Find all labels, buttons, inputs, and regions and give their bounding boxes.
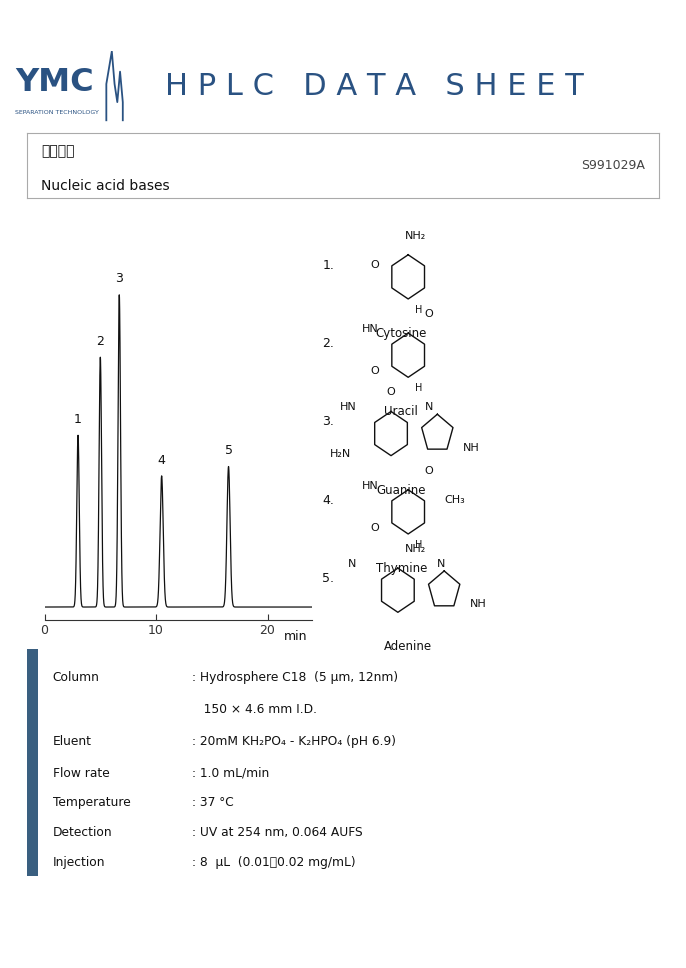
Text: : 37 °C: : 37 °C [191, 797, 233, 809]
Text: H₂N: H₂N [331, 448, 351, 459]
Text: HN: HN [362, 324, 379, 334]
Text: SEPARATION TECHNOLOGY: SEPARATION TECHNOLOGY [15, 110, 99, 115]
Text: Injection: Injection [53, 856, 105, 868]
Text: NH: NH [463, 442, 480, 453]
Bar [27, 649, 38, 876]
Text: 3: 3 [115, 272, 123, 286]
Text: Flow rate: Flow rate [53, 767, 110, 780]
Text: H: H [415, 540, 422, 550]
Text: S991029A: S991029A [581, 159, 645, 172]
Text: O: O [387, 387, 395, 398]
Text: 4.: 4. [322, 494, 334, 507]
Text: NH: NH [470, 599, 486, 609]
Text: YMC: YMC [15, 68, 94, 99]
Text: NH₂: NH₂ [405, 544, 425, 554]
Text: : 1.0 mL/min: : 1.0 mL/min [191, 767, 269, 780]
Text: N: N [425, 403, 434, 412]
Text: Eluent: Eluent [53, 735, 92, 748]
Text: 5.: 5. [322, 572, 334, 585]
Text: H: H [415, 383, 422, 393]
Text: : Hydrosphere C18  (5 μm, 12nm): : Hydrosphere C18 (5 μm, 12nm) [191, 672, 398, 684]
Text: Detection: Detection [53, 826, 113, 839]
Text: HN: HN [340, 403, 357, 412]
Text: 2.: 2. [322, 337, 334, 350]
Text: HN: HN [362, 481, 379, 491]
Text: Adenine: Adenine [384, 641, 432, 653]
Text: Nucleic acid bases: Nucleic acid bases [41, 179, 170, 193]
Text: N: N [438, 560, 446, 569]
Text: Guanine: Guanine [377, 484, 426, 497]
Text: 1.: 1. [322, 258, 334, 272]
Text: min: min [284, 630, 308, 644]
Text: 2: 2 [97, 335, 104, 348]
Text: : 8  μL  (0.01～0.02 mg/mL): : 8 μL (0.01～0.02 mg/mL) [191, 856, 355, 868]
Text: 核酸塩基: 核酸塩基 [41, 144, 75, 159]
Text: N: N [348, 560, 357, 569]
Text: 1: 1 [74, 413, 82, 426]
Text: Column: Column [53, 672, 99, 684]
Text: Cytosine: Cytosine [376, 327, 427, 340]
Text: O: O [370, 259, 379, 270]
Text: Thymine: Thymine [376, 562, 427, 575]
Text: : UV at 254 nm, 0.064 AUFS: : UV at 254 nm, 0.064 AUFS [191, 826, 362, 839]
Text: O: O [425, 466, 433, 475]
Text: 150 × 4.6 mm I.D.: 150 × 4.6 mm I.D. [191, 703, 316, 716]
Text: 5: 5 [224, 444, 233, 457]
Text: H: H [415, 305, 422, 315]
Text: Uracil: Uracil [384, 406, 418, 418]
Text: O: O [370, 366, 379, 377]
Text: 4: 4 [158, 454, 165, 467]
Text: Temperature: Temperature [53, 797, 130, 809]
Text: CH₃: CH₃ [445, 495, 465, 505]
Text: NH₂: NH₂ [405, 230, 425, 241]
Text: O: O [370, 523, 379, 533]
Text: : 20mM KH₂PO₄ - K₂HPO₄ (pH 6.9): : 20mM KH₂PO₄ - K₂HPO₄ (pH 6.9) [191, 735, 396, 748]
Text: 3.: 3. [322, 415, 334, 429]
Text: O: O [425, 309, 433, 319]
Text: H P L C   D A T A   S H E E T: H P L C D A T A S H E E T [165, 72, 583, 101]
